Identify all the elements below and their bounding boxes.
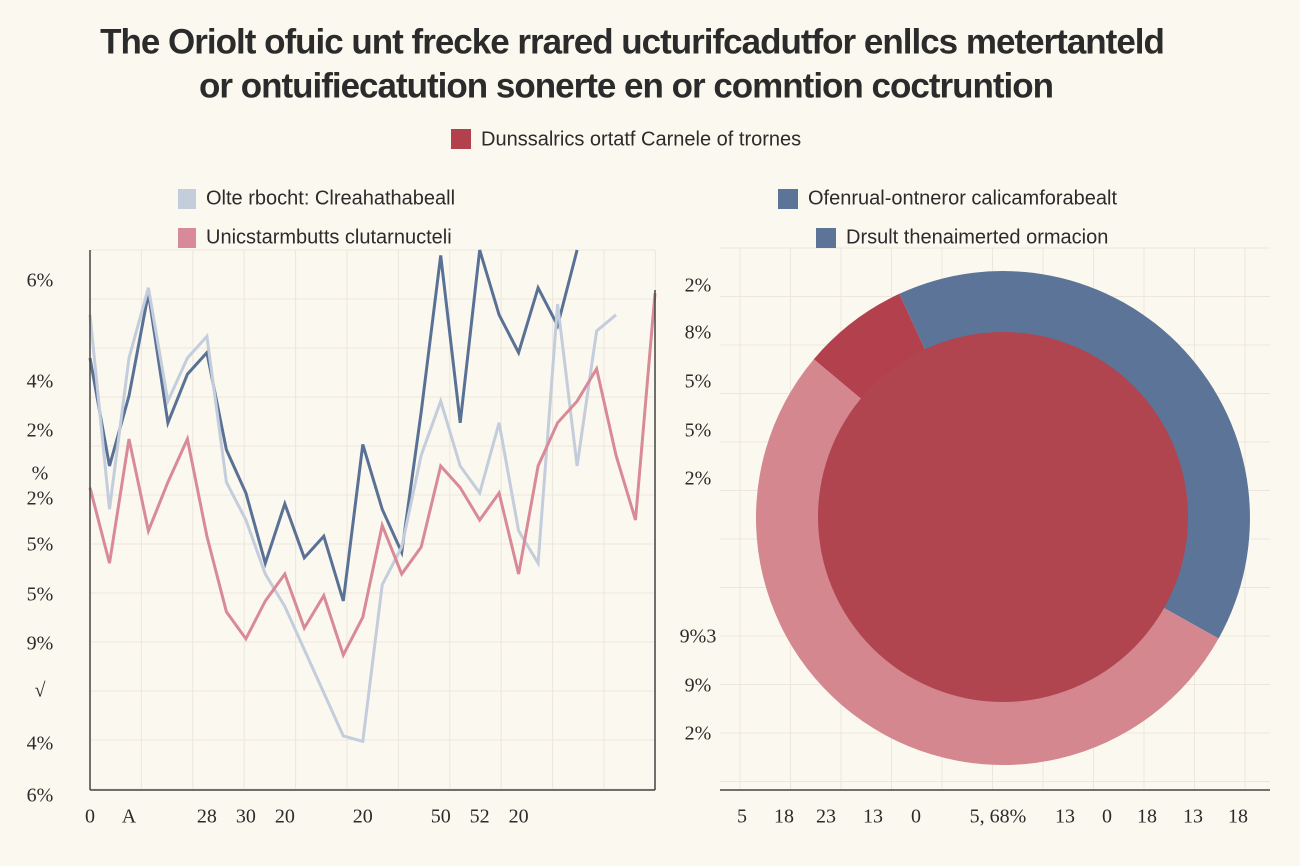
- x-tick-label: 20: [275, 806, 295, 828]
- x-tick-label: 0: [1102, 806, 1112, 828]
- y-tick-label: 6%: [27, 270, 54, 292]
- line-series: [88, 293, 657, 659]
- title-line: The Oriolt ofuic unt frecke rrared uctur…: [100, 22, 1164, 61]
- y-tick-label: 6%: [27, 785, 54, 807]
- x-tick-label: 13: [863, 806, 883, 828]
- legend-swatch: [816, 228, 836, 248]
- legend-label: Olte rbocht: Clreahathabeall: [206, 187, 455, 209]
- x-tick-label: 5, 68%: [970, 806, 1027, 828]
- x-tick-label: 23: [816, 806, 836, 828]
- pie-center: [818, 332, 1188, 702]
- y-tick-label: 2%: [27, 488, 54, 510]
- x-tick-label: 20: [353, 806, 373, 828]
- x-tick-label: 18: [774, 806, 794, 828]
- y-tick-label: 9%: [685, 675, 712, 697]
- x-tick-label: 20: [509, 806, 529, 828]
- y-tick-label: 5%: [27, 584, 54, 606]
- x-tick-label: 18: [1137, 806, 1157, 828]
- y-tick-label: 5%: [685, 420, 712, 442]
- legend-label: Drsult thenaimerted ormacion: [846, 226, 1108, 248]
- legend-swatch: [451, 129, 471, 149]
- legend-label: Dunssalrics ortatf Carnele of trornes: [481, 128, 801, 150]
- y-tick-label: 4%: [27, 733, 54, 755]
- y-tick-label: 2%: [685, 468, 712, 490]
- y-tick-label: %: [32, 463, 49, 485]
- x-tick-label: 13: [1055, 806, 1075, 828]
- x-tick-label: 50: [431, 806, 451, 828]
- line-series: [88, 249, 579, 602]
- x-tick-label: 0: [85, 806, 95, 828]
- y-tick-label: 5%: [27, 534, 54, 556]
- y-tick-label: 2%: [27, 420, 54, 442]
- y-tick-label: √: [35, 680, 46, 702]
- y-tick-label: 2%: [685, 275, 712, 297]
- x-tick-label: 5: [737, 806, 747, 828]
- y-tick-label: 8%: [685, 322, 712, 344]
- x-tick-label: 0: [911, 806, 921, 828]
- y-tick-label: 9%3: [680, 626, 717, 648]
- x-tick-label: 52: [470, 806, 490, 828]
- y-tick-label: 2%: [685, 723, 712, 745]
- legend-swatch: [178, 189, 196, 209]
- y-tick-label: 9%: [27, 633, 54, 655]
- x-tick-label: 28: [197, 806, 217, 828]
- x-tick-label: 13: [1183, 806, 1203, 828]
- x-tick-label: 18: [1228, 806, 1248, 828]
- line-series: [88, 287, 617, 744]
- legend-swatch: [778, 189, 798, 209]
- x-tick-label: 30: [236, 806, 256, 828]
- x-tick-label: A: [122, 806, 137, 828]
- y-tick-label: 5%: [685, 371, 712, 393]
- title-line: or ontuifiecatution sonerte en or comnti…: [199, 66, 1053, 105]
- y-tick-label: 4%: [27, 371, 54, 393]
- legend-label: Unicstarmbutts clutarnucteli: [206, 226, 452, 248]
- legend-swatch: [178, 228, 196, 248]
- legend-label: Ofenrual-ontneror calicamforabealt: [808, 187, 1117, 209]
